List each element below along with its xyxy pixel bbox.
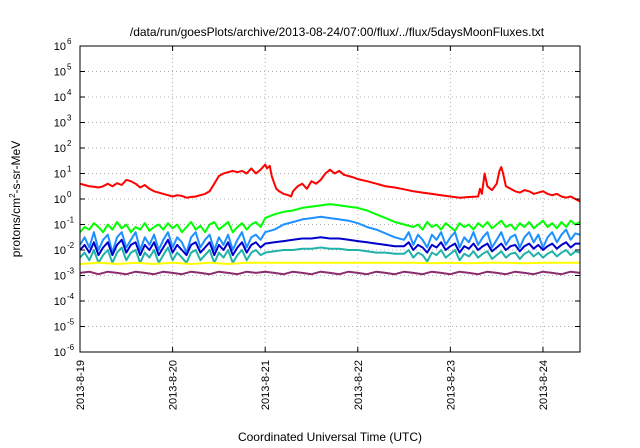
y-tick-exponent: 5 [67,63,72,72]
series-line-6 [79,270,581,276]
y-tick-label: 10 [54,220,66,232]
y-axis-label: protons/cm2-s-sr-MeV [8,141,23,257]
y-tick-base: 10 [54,296,66,308]
chart-title: /data/run/goesPlots/archive/2013-08-24/0… [130,25,545,39]
y-tick-label: 10 [54,271,66,283]
x-tick-label: 2013-8-20 [168,360,180,410]
x-tick-label: 2013-8-22 [353,360,365,410]
y-tick-base: 10 [54,271,66,283]
y-tick-base: 10 [54,194,66,206]
y-tick-label: 10 [54,118,66,130]
y-tick-label: 10 [54,67,66,79]
y-tick-base: 10 [54,118,66,130]
series-line-5 [79,261,580,265]
y-tick-exponent: 6 [67,37,72,46]
y-tick-exponent: -3 [67,267,75,276]
y-tick-base: 10 [54,347,66,359]
x-tick-label: 2013-8-19 [75,360,87,410]
y-tick-exponent: 3 [67,114,72,123]
y-tick-exponent: -6 [67,343,75,352]
y-tick-base: 10 [54,169,66,181]
y-tick-base: 10 [54,41,66,53]
y-tick-base: 10 [54,143,66,155]
y-axis-label-sup: 2 [8,193,17,198]
y-tick-label: 10 [54,296,66,308]
y-tick-label: 10 [54,169,66,181]
x-axis-label: Coordinated Universal Time (UTC) [238,430,422,444]
y-tick-label: 10 [54,322,66,334]
series-line-0 [79,163,581,203]
y-tick-label: 10 [54,41,66,53]
grid-lines [80,46,580,352]
plot-frame [79,45,581,353]
x-tick-label: 2013-8-24 [538,360,550,410]
y-tick-base: 10 [54,92,66,104]
y-tick-exponent: -1 [67,216,75,225]
series-line-3 [79,236,580,257]
x-tick-label: 2013-8-21 [260,360,272,410]
series-line-1 [79,203,581,234]
y-tick-exponent: -5 [67,318,75,327]
series-line-2 [79,215,581,254]
y-axis-label-pre: protons/cm [9,198,23,257]
y-tick-exponent: 1 [67,165,72,174]
y-tick-exponent: 0 [67,190,72,199]
y-tick-exponent: -4 [67,292,75,301]
series-line-4 [79,246,581,264]
y-tick-label: 10 [54,143,66,155]
y-tick-exponent: 2 [67,139,72,148]
data-series [79,163,581,276]
x-axis-ticks: 2013-8-19 2013-8-20 2013-8-21 2013-8-22 2013… [75,46,550,410]
y-tick-label: 10 [54,245,66,257]
y-axis-label-post: -s-sr-MeV [9,141,23,194]
y-tick-exponent: 4 [67,88,72,97]
y-tick-label: 10 [54,92,66,104]
x-tick-label: 2013-8-23 [445,360,457,410]
y-tick-label: 10 [54,347,66,359]
y-tick-base: 10 [54,67,66,79]
y-tick-base: 10 [54,245,66,257]
y-tick-exponent: -2 [67,241,75,250]
y-tick-base: 10 [54,322,66,334]
y-tick-label: 10 [54,194,66,206]
y-tick-base: 10 [54,220,66,232]
